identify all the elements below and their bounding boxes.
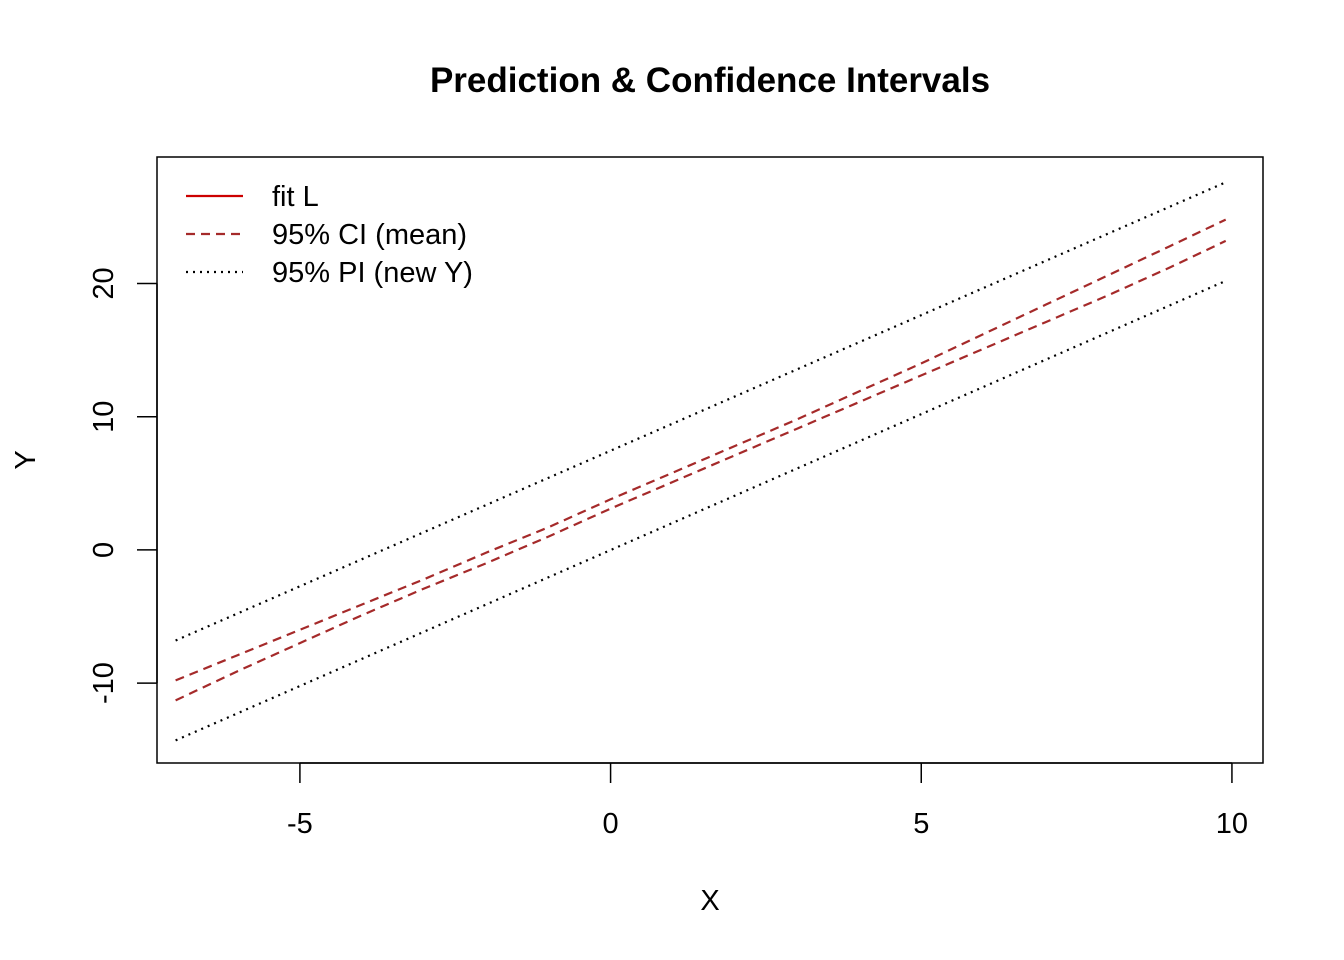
x-axis: -5 0 5 10 [287, 762, 1248, 840]
series-line-ci-upper [175, 218, 1227, 682]
y-tick-label: -10 [88, 662, 120, 704]
x-tick-label: 5 [913, 808, 929, 840]
legend: fit L 95% CI (mean) 95% PI (new Y) [186, 181, 473, 289]
series-line-pi-lower [175, 279, 1227, 742]
y-tick-label: 10 [88, 401, 120, 433]
x-axis-label: X [700, 885, 719, 917]
legend-label-95-ci-mean: 95% CI (mean) [272, 219, 467, 251]
y-tick-label: 0 [88, 542, 120, 558]
y-tick-label: 20 [88, 267, 120, 299]
x-tick-label: -5 [287, 808, 313, 840]
series-line-ci-lower [175, 239, 1227, 702]
y-axis-label: Y [10, 450, 42, 469]
y-axis: -10 0 10 20 [88, 267, 158, 704]
chart-title: Prediction & Confidence Intervals [430, 61, 990, 100]
x-tick-label: 10 [1216, 808, 1248, 840]
series-layer [175, 181, 1227, 742]
x-tick-label: 0 [603, 808, 619, 840]
legend-label-fit-l: fit L [272, 181, 319, 213]
series-line-pi-upper [175, 181, 1227, 642]
legend-label-95-pi-new-y: 95% PI (new Y) [272, 257, 473, 289]
